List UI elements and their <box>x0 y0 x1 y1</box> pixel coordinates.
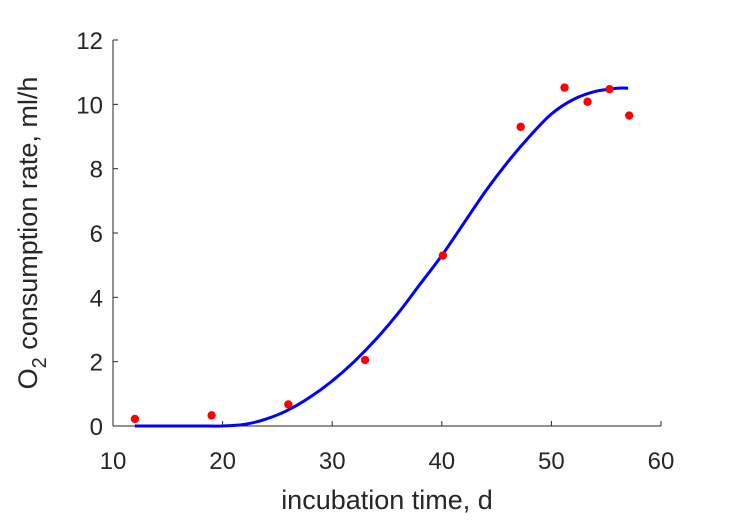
data-point <box>516 122 525 132</box>
fit-curve-line <box>134 86 629 428</box>
data-point <box>438 251 448 260</box>
y-axis-label: O2 consumption rate, ml/h <box>13 77 51 390</box>
data-point <box>284 400 293 409</box>
fit-curve-layer <box>134 86 629 428</box>
y-tick-label: 4 <box>90 285 103 312</box>
y-axis-label-prefix: O <box>13 368 43 389</box>
y-axis-label-subscript: 2 <box>29 357 51 368</box>
data-point <box>207 411 216 420</box>
data-point <box>130 414 140 424</box>
x-tick-label: 60 <box>648 448 675 475</box>
y-tick-label: 10 <box>76 92 103 119</box>
x-tick-label: 30 <box>319 448 346 475</box>
x-tick-label: 50 <box>538 448 565 475</box>
y-tick-label: 12 <box>76 28 103 55</box>
x-axis-label: incubation time, d <box>281 485 493 515</box>
data-point <box>560 83 569 92</box>
data-point <box>625 111 634 120</box>
x-tick-label: 40 <box>428 448 455 475</box>
data-point <box>583 97 592 106</box>
y-tick-label: 6 <box>90 221 103 248</box>
x-tick-label: 10 <box>100 448 127 475</box>
y-axis-label-rest: consumption rate, ml/h <box>13 77 43 358</box>
y-tick-label: 0 <box>90 414 103 441</box>
y-tick-label: 2 <box>90 350 103 377</box>
data-point <box>605 85 614 94</box>
y-tick-label: 8 <box>90 157 103 184</box>
ticks: 10 20 30 40 50 60 0 2 4 6 8 10 12 <box>76 28 674 475</box>
data-point <box>360 355 370 365</box>
x-tick-label: 20 <box>209 448 236 475</box>
data-points-layer <box>130 83 634 424</box>
